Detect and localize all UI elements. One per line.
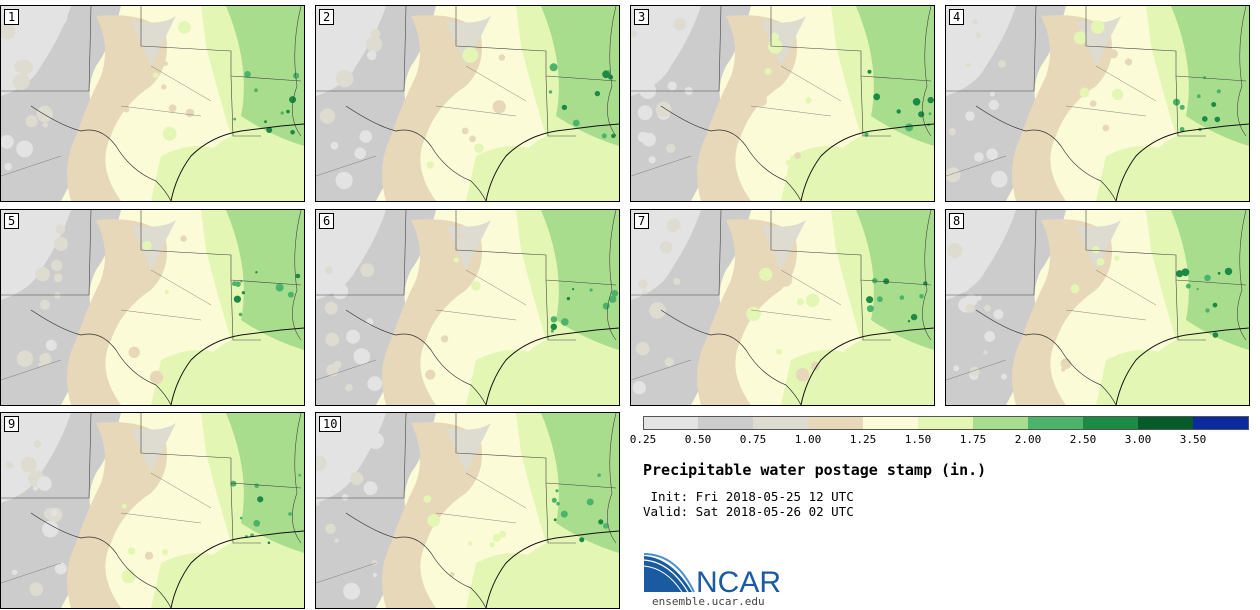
precipitable-water-map [316,6,619,201]
map-panel-8: 8 [945,209,1250,406]
logo-text: NCAR [696,566,781,596]
map-panel-5: 5 [0,209,305,406]
precipitable-water-map [316,413,619,608]
panel-number: 5 [4,213,20,229]
precipitable-water-map [316,210,619,405]
colorbar-swatch [808,416,863,430]
chart-title: Precipitable water postage stamp (in.) [643,461,987,479]
colorbar-tick: 3.00 [1124,433,1152,446]
colorbar-tick: 1.00 [794,433,822,446]
map-panel-1: 1 [0,5,305,202]
panel-number: 10 [319,416,342,432]
precipitable-water-map [631,6,934,201]
colorbar-swatch [698,416,753,430]
colorbar-tick: 2.00 [1014,433,1042,446]
map-panel-6: 6 [315,209,620,406]
colorbar-tick: 0.25 [629,433,657,446]
panel-number: 2 [319,9,335,25]
colorbar-swatch [1138,416,1193,430]
map-panel-3: 3 [630,5,935,202]
panel-number: 7 [634,213,650,229]
colorbar-swatch [863,416,918,430]
colorbar [643,416,1249,430]
map-panel-7: 7 [630,209,935,406]
panel-number: 4 [949,9,965,25]
colorbar-swatch [973,416,1028,430]
precipitable-water-map [946,210,1249,405]
colorbar-tick: 2.50 [1069,433,1097,446]
precipitable-water-map [1,210,304,405]
map-panel-2: 2 [315,5,620,202]
colorbar-swatch [643,416,698,430]
colorbar-swatch [1083,416,1138,430]
logo-url: ensemble.ucar.edu [652,595,765,608]
precipitable-water-map [1,6,304,201]
colorbar-tick: 1.75 [959,433,987,446]
init-time: Init: Fri 2018-05-25 12 UTC [643,489,854,504]
colorbar-tick: 0.50 [684,433,712,446]
panel-number: 9 [4,416,20,432]
map-panel-10: 10 [315,412,620,609]
precipitable-water-map [946,6,1249,201]
panel-number: 8 [949,213,965,229]
ncar-logo: NCAR [643,553,781,596]
panel-number: 3 [634,9,650,25]
colorbar-swatch [918,416,973,430]
map-panel-9: 9 [0,412,305,609]
colorbar-swatch [1193,416,1248,430]
colorbar-tick: 3.50 [1179,433,1207,446]
precipitable-water-map [631,210,934,405]
panel-number: 1 [4,9,20,25]
colorbar-tick: 1.50 [904,433,932,446]
colorbar-swatch [1028,416,1083,430]
valid-time: Valid: Sat 2018-05-26 02 UTC [643,504,854,519]
map-panel-4: 4 [945,5,1250,202]
colorbar-tick: 0.75 [739,433,767,446]
panel-number: 6 [319,213,335,229]
colorbar-swatch [753,416,808,430]
colorbar-tick: 1.25 [849,433,877,446]
precipitable-water-map [1,413,304,608]
